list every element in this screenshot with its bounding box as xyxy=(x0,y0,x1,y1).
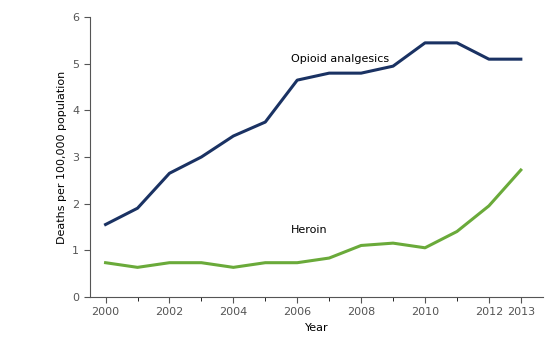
Text: Heroin: Heroin xyxy=(291,225,328,235)
Text: Opioid analgesics: Opioid analgesics xyxy=(291,54,389,64)
X-axis label: Year: Year xyxy=(305,323,328,333)
Y-axis label: Deaths per 100,000 population: Deaths per 100,000 population xyxy=(57,70,67,244)
